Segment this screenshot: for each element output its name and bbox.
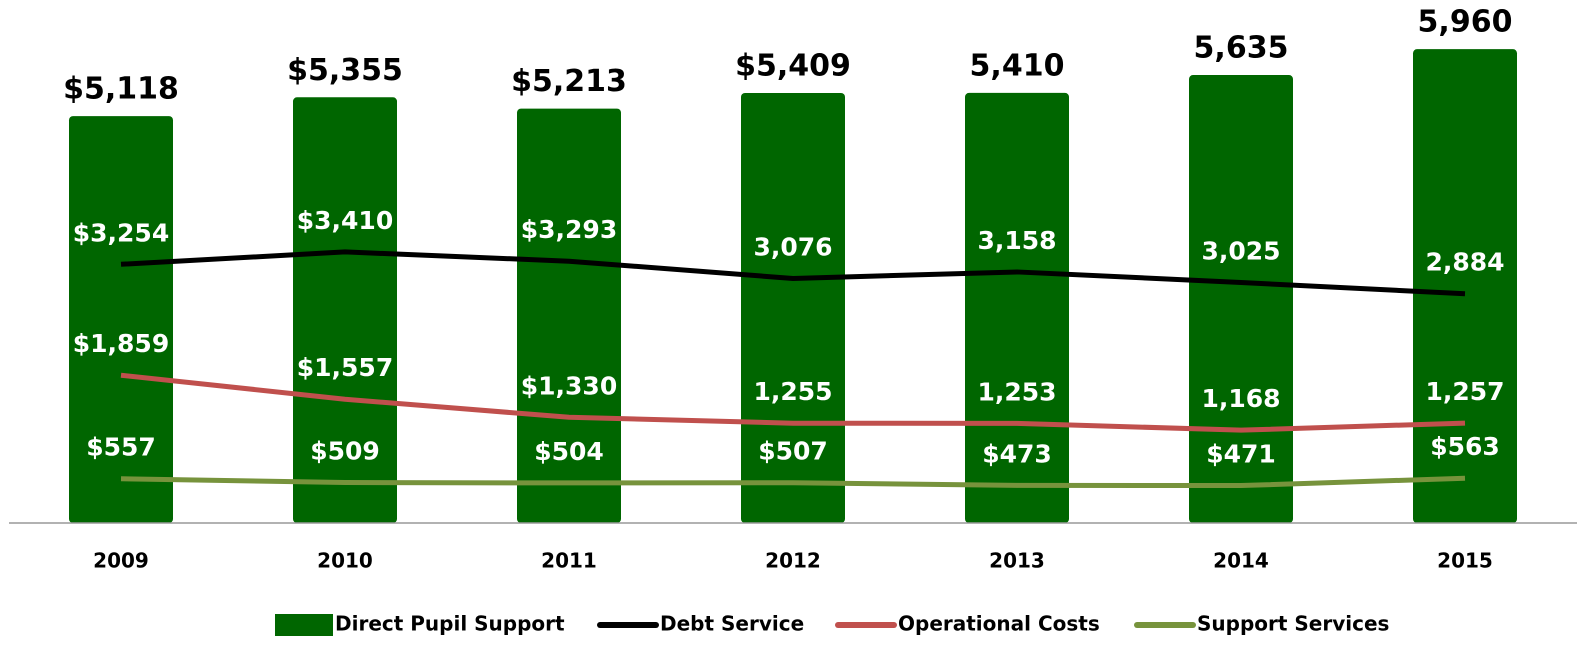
x-tick-label: 2014 [1213, 549, 1269, 573]
data-label: 1,168 [1201, 384, 1280, 413]
data-label: $5,118 [63, 72, 179, 107]
x-tick-label: 2011 [541, 549, 597, 573]
data-label: $509 [310, 437, 380, 466]
data-label: $473 [982, 439, 1052, 468]
data-label: 3,025 [1201, 237, 1280, 266]
bar [69, 116, 173, 523]
data-label: $1,557 [297, 353, 393, 382]
bar [1189, 75, 1293, 523]
legend-label: Debt Service [660, 612, 804, 636]
legend-swatch [275, 614, 333, 636]
x-tick-label: 2009 [93, 549, 149, 573]
data-label: $504 [534, 437, 604, 466]
data-label: 5,960 [1418, 5, 1513, 40]
data-label: 2,884 [1425, 248, 1504, 277]
data-label: 5,635 [1194, 31, 1289, 66]
data-label: $1,859 [73, 329, 169, 358]
bar [741, 92, 845, 523]
bar [965, 92, 1069, 523]
x-tick-label: 2015 [1437, 549, 1493, 573]
line [120, 475, 1466, 489]
bar [293, 97, 397, 523]
data-label: 3,076 [753, 232, 832, 261]
x-tick-label: 2012 [765, 549, 821, 573]
legend-label: Operational Costs [898, 612, 1100, 636]
data-label: $3,293 [521, 215, 617, 244]
legend-label: Direct Pupil Support [335, 612, 565, 636]
data-label: $5,213 [511, 64, 627, 99]
data-label: $3,410 [297, 206, 393, 235]
x-tick-label: 2010 [317, 549, 373, 573]
data-label: 1,253 [977, 377, 1056, 406]
data-label: 3,158 [977, 226, 1056, 255]
data-label: $3,254 [73, 218, 169, 247]
data-label: $5,355 [287, 53, 403, 88]
line [120, 372, 1466, 433]
data-label: 5,410 [970, 48, 1065, 83]
data-label: $471 [1206, 440, 1276, 469]
data-label: $1,330 [521, 371, 617, 400]
data-label: $563 [1430, 432, 1500, 461]
data-label: $5,409 [735, 48, 851, 83]
data-label: 1,257 [1425, 377, 1504, 406]
data-label: 1,255 [753, 377, 832, 406]
legend-label: Support Services [1197, 612, 1389, 636]
x-tick-label: 2013 [989, 549, 1045, 573]
data-label: $557 [86, 433, 156, 462]
data-label: $507 [758, 437, 828, 466]
line [120, 249, 1466, 297]
bar [1413, 49, 1517, 524]
